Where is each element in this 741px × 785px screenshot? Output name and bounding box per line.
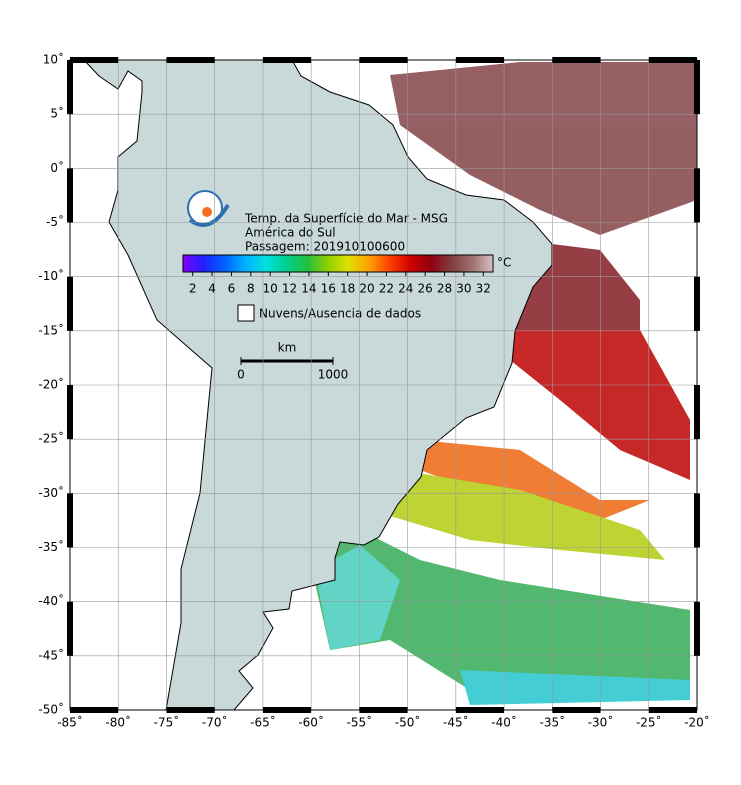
frame-segment xyxy=(67,385,73,440)
pass-time: Passagem: 201910100600 xyxy=(245,240,405,254)
colorbar-tick-label: 14 xyxy=(301,282,316,296)
colorbar-tick-label: 20 xyxy=(359,282,374,296)
frame-segment xyxy=(694,601,700,656)
y-tick-label: 10˚ xyxy=(43,52,64,67)
y-tick-label: 5˚ xyxy=(50,106,64,121)
colorbar-tick-label: 18 xyxy=(340,282,355,296)
colorbar-tick-label: 8 xyxy=(247,282,255,296)
x-tick-label: -75˚ xyxy=(154,715,180,730)
y-tick-label: 0˚ xyxy=(50,160,64,175)
colorbar-tick-label: 24 xyxy=(398,282,413,296)
colorbar-tick-label: 12 xyxy=(282,282,297,296)
colorbar-tick-label: 2 xyxy=(189,282,197,296)
x-tick-label: -85˚ xyxy=(57,715,83,730)
frame-segment xyxy=(694,276,700,331)
colorbar-tick-label: 28 xyxy=(437,282,452,296)
frame-segment xyxy=(359,57,408,63)
frame-segment xyxy=(67,276,73,331)
colorbar-tick-label: 26 xyxy=(418,282,433,296)
frame-segment xyxy=(67,493,73,548)
frame-segment xyxy=(694,385,700,440)
frame-segment xyxy=(70,707,119,713)
x-tick-label: -35˚ xyxy=(540,715,566,730)
x-tick-label: -50˚ xyxy=(395,715,421,730)
frame-segment xyxy=(70,57,119,63)
colorbar-tick-label: 22 xyxy=(379,282,394,296)
legend-label: Nuvens/Ausencia de dados xyxy=(259,307,421,321)
y-tick-label: -20˚ xyxy=(38,377,64,392)
y-tick-label: -10˚ xyxy=(38,268,64,283)
y-tick-label: -30˚ xyxy=(38,485,64,500)
scale-unit: km xyxy=(278,341,297,355)
frame-segment xyxy=(166,57,215,63)
scale-tick-label: 1000 xyxy=(318,368,349,382)
colorbar-tick-label: 30 xyxy=(456,282,471,296)
y-tick-label: -15˚ xyxy=(38,322,64,337)
logo xyxy=(187,190,230,227)
y-tick-label: -50˚ xyxy=(38,702,64,717)
y-tick-label: -25˚ xyxy=(38,431,64,446)
frame-segment xyxy=(67,60,73,115)
x-tick-label: -40˚ xyxy=(491,715,517,730)
frame-segment xyxy=(455,707,505,713)
frame-segment xyxy=(359,707,408,713)
frame-segment xyxy=(262,57,312,63)
frame-segment xyxy=(262,707,312,713)
frame-segment xyxy=(455,57,505,63)
legend-swatch xyxy=(237,304,255,322)
frame-segment xyxy=(67,168,73,223)
frame-segment xyxy=(67,601,73,656)
x-tick-label: -55˚ xyxy=(347,715,373,730)
x-tick-label: -80˚ xyxy=(105,715,131,730)
frame-segment xyxy=(552,57,601,63)
x-tick-label: -30˚ xyxy=(588,715,614,730)
frame-segment xyxy=(694,60,700,115)
sst-field xyxy=(310,62,697,705)
frame-segment xyxy=(648,707,697,713)
frame-segment xyxy=(648,57,697,63)
colorbar-unit: °C xyxy=(497,256,511,270)
scale-tick-label: 0 xyxy=(237,368,245,382)
y-tick-label: -35˚ xyxy=(38,539,64,554)
colorbar xyxy=(182,254,494,273)
frame-segment xyxy=(694,168,700,223)
x-tick-label: -20˚ xyxy=(684,715,710,730)
region: América do Sul xyxy=(245,226,336,240)
colorbar-tick-label: 16 xyxy=(321,282,336,296)
y-tick-label: -45˚ xyxy=(38,647,64,662)
frame-segment xyxy=(552,707,601,713)
title: Temp. da Superfície do Mar - MSG xyxy=(244,212,448,226)
frame-segment xyxy=(694,493,700,548)
colorbar-tick-label: 4 xyxy=(208,282,216,296)
x-tick-label: -65˚ xyxy=(250,715,276,730)
colorbar-tick-label: 32 xyxy=(476,282,491,296)
x-tick-label: -45˚ xyxy=(443,715,469,730)
x-tick-label: -70˚ xyxy=(202,715,228,730)
colorbar-tick-label: 10 xyxy=(263,282,278,296)
x-tick-label: -25˚ xyxy=(636,715,662,730)
x-tick-label: -60˚ xyxy=(298,715,324,730)
y-tick-label: -5˚ xyxy=(46,214,64,229)
y-tick-label: -40˚ xyxy=(38,593,64,608)
colorbar-tick-label: 6 xyxy=(228,282,236,296)
frame-segment xyxy=(166,707,215,713)
